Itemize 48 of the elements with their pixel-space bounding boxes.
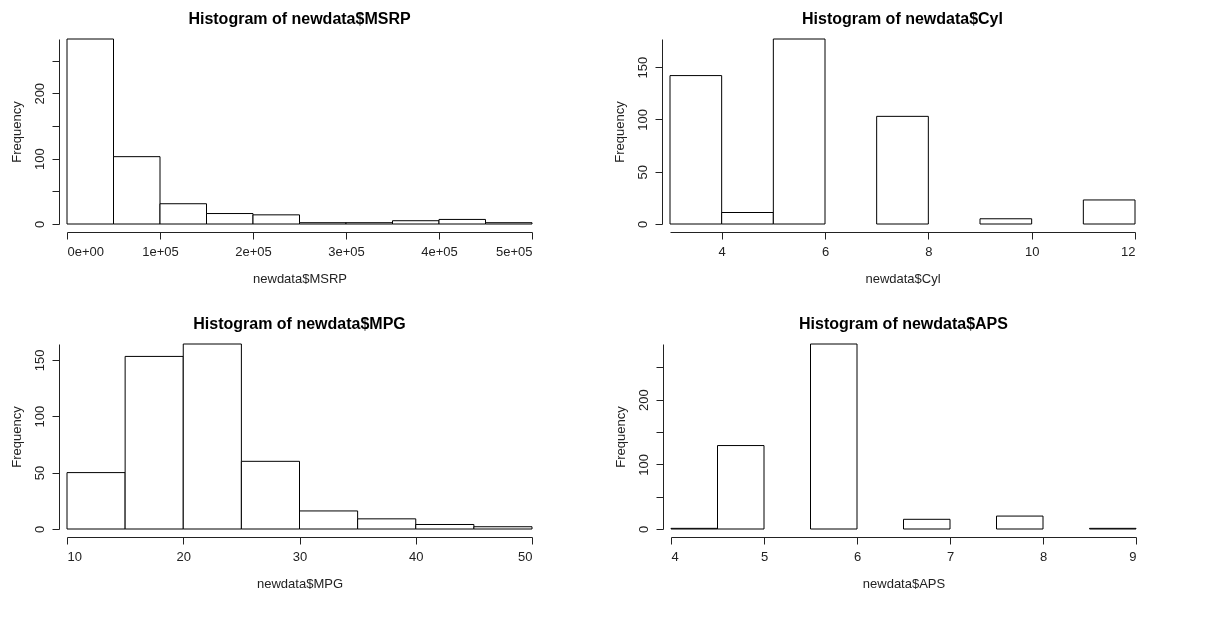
x-axis-title: newdata$MPG bbox=[257, 575, 343, 591]
y-tick-label: 50 bbox=[31, 465, 47, 481]
x-tick-label: 8 bbox=[925, 243, 933, 259]
x-tick-label: 4e+05 bbox=[421, 243, 458, 259]
y-tick-label: 100 bbox=[31, 148, 47, 170]
chart-title: Histogram of newdata$Cyl bbox=[802, 9, 1003, 27]
y-axis-title: Frequency bbox=[8, 405, 24, 468]
x-tick-label: 2e+05 bbox=[235, 243, 272, 259]
y-axis-title: Frequency bbox=[611, 100, 627, 163]
x-tick-label: 6 bbox=[853, 548, 862, 564]
y-tick-label: 0 bbox=[634, 220, 650, 229]
x-tick-label: 3e+05 bbox=[328, 243, 365, 259]
x-tick-label: 4 bbox=[671, 548, 679, 564]
x-tick-label: 4 bbox=[718, 243, 726, 259]
chart-title: Histogram of newdata$MPG bbox=[193, 314, 406, 332]
x-tick-label: 12 bbox=[1121, 243, 1136, 259]
x-tick-label: 20 bbox=[176, 548, 191, 564]
x-tick-label: 8 bbox=[1039, 548, 1048, 564]
y-tick-label: 150 bbox=[634, 56, 650, 79]
x-tick-label: 40 bbox=[409, 548, 424, 564]
y-tick-label: 0 bbox=[31, 525, 47, 534]
y-tick-label: 0 bbox=[635, 525, 651, 534]
x-tick-label: 7 bbox=[946, 548, 955, 564]
x-tick-label: 50 bbox=[518, 548, 533, 564]
x-tick-label: 0e+00 bbox=[67, 243, 105, 259]
y-tick-label: 50 bbox=[634, 165, 650, 180]
y-tick-label: 100 bbox=[634, 109, 650, 131]
x-tick-label: 9 bbox=[1129, 548, 1137, 564]
x-tick-label: 30 bbox=[292, 548, 308, 564]
y-tick-label: 200 bbox=[635, 389, 651, 411]
x-tick-label: 5 bbox=[760, 548, 769, 564]
x-tick-label: 10 bbox=[67, 548, 82, 564]
x-tick-label: 6 bbox=[821, 243, 830, 259]
y-tick-label: 200 bbox=[31, 82, 47, 105]
y-tick-label: 0 bbox=[31, 220, 47, 229]
x-axis-title: newdata$APS bbox=[862, 575, 946, 591]
y-tick-label: 100 bbox=[635, 453, 651, 476]
y-axis-title: Frequency bbox=[612, 405, 628, 468]
y-axis-title: Frequency bbox=[8, 100, 24, 163]
y-tick-label: 150 bbox=[31, 349, 47, 372]
chart-title: Histogram of newdata$APS bbox=[799, 314, 1009, 332]
x-tick-label: 5e+05 bbox=[495, 243, 533, 259]
x-tick-label: 10 bbox=[1024, 243, 1040, 259]
x-axis-title: newdata$Cyl bbox=[865, 270, 941, 286]
y-tick-label: 100 bbox=[31, 405, 47, 428]
x-axis-title: newdata$MSRP bbox=[253, 270, 347, 286]
chart-title: Histogram of newdata$MSRP bbox=[188, 9, 411, 27]
x-tick-label: 1e+05 bbox=[142, 243, 179, 259]
